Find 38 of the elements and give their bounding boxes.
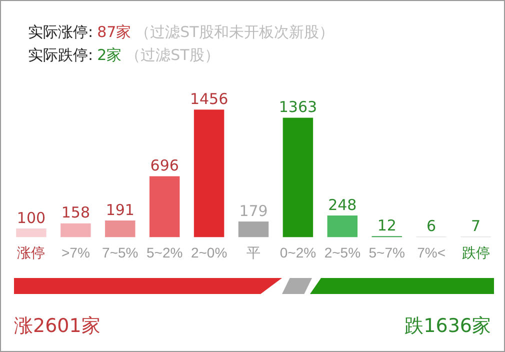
text: 涨2601家 — [14, 314, 100, 339]
text: （过滤ST股和未开板次新股） — [135, 23, 334, 41]
x-tick-label: 0~2% — [280, 244, 316, 260]
data-label: 7 — [471, 216, 481, 235]
data-label: 6 — [426, 217, 436, 236]
data-label: 12 — [377, 216, 396, 235]
x-tick-label: 涨停 — [17, 244, 46, 260]
bar — [282, 118, 314, 238]
x-tick-label: 5~7% — [368, 244, 405, 260]
text: 实际涨停: — [28, 23, 94, 41]
text: 实际跌停: — [28, 46, 94, 64]
x-tick-label: 2~0% — [190, 244, 228, 260]
bar — [105, 220, 136, 238]
bar — [238, 222, 269, 238]
data-label: 1363 — [278, 98, 318, 116]
data-label: 248 — [328, 196, 357, 214]
x-tick-label: 7%< — [417, 244, 446, 260]
x-tick-label: 7~5% — [102, 244, 138, 260]
bar — [327, 215, 358, 238]
data-label: 191 — [106, 200, 134, 219]
bar — [194, 110, 224, 238]
text: 跌1636家 — [404, 314, 491, 339]
x-tick-label: 平 — [246, 244, 260, 260]
bar — [60, 223, 91, 238]
data-label: 100 — [16, 208, 46, 227]
data-label: 158 — [61, 204, 90, 222]
x-tick-label: 2~5% — [324, 244, 361, 260]
data-label: 1456 — [190, 90, 228, 108]
x-tick-label: >7% — [61, 244, 90, 260]
text: （过滤ST股） — [126, 46, 220, 64]
x-tick-label: 跌停 — [462, 244, 490, 260]
text: 2家 — [97, 46, 122, 64]
data-label: 179 — [239, 202, 268, 220]
data-label: 696 — [150, 156, 179, 175]
x-tick-label: 5~2% — [146, 244, 183, 260]
bar — [149, 176, 180, 238]
bar — [16, 228, 46, 238]
text: 87家 — [97, 23, 132, 41]
